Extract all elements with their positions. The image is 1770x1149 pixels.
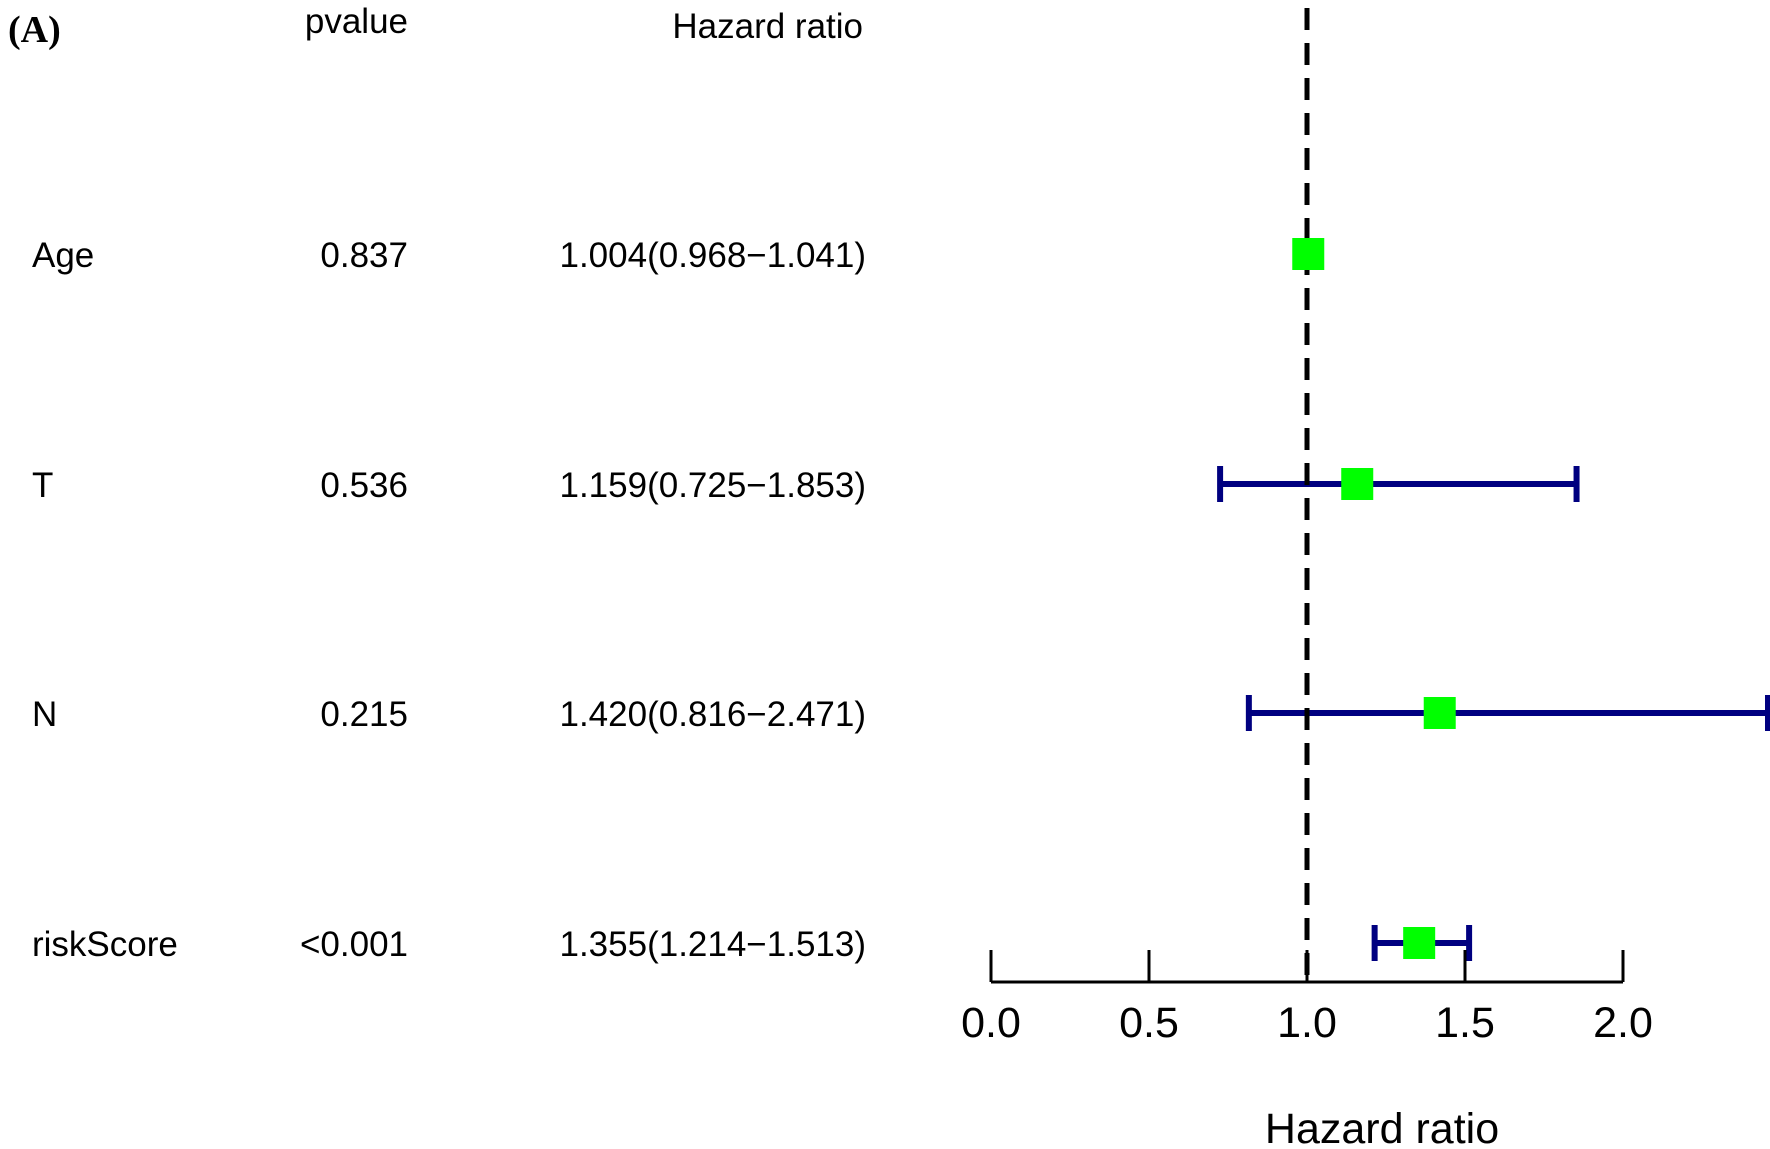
pvalue-value: 0.215 (320, 695, 408, 734)
pvalue-value: 0.536 (320, 466, 408, 505)
x-tick-label: 1.5 (1435, 999, 1495, 1047)
confidence-interval (1245, 695, 1770, 731)
x-axis: 0.0 0.5 1.0 1.5 2.0 (961, 950, 1653, 1047)
table-row: riskScore <0.001 1.355(1.214−1.513) (32, 925, 866, 964)
pvalue-column-header: pvalue (305, 2, 408, 41)
variable-label: N (32, 695, 57, 734)
estimate-points (1292, 238, 1456, 959)
variable-label: T (32, 466, 53, 505)
x-tick-label: 2.0 (1593, 999, 1653, 1047)
variable-label: riskScore (32, 925, 178, 964)
table-row: N 0.215 1.420(0.816−2.471) (32, 695, 866, 734)
hazard-ratio-value: 1.159(0.725−1.853) (559, 466, 866, 505)
hazard-ratio-point (1341, 468, 1374, 500)
hazard-ratio-point (1292, 238, 1325, 270)
hazard-ratio-point (1403, 927, 1436, 959)
x-tick-label: 0.0 (961, 999, 1021, 1047)
table-rows: Age 0.837 1.004(0.968−1.041) T 0.536 1.1… (32, 236, 866, 964)
x-tick-label: 0.5 (1119, 999, 1179, 1047)
confidence-intervals (1217, 466, 1770, 961)
hazard-ratio-point (1423, 697, 1456, 729)
hazard-ratio-value: 1.355(1.214−1.513) (559, 925, 866, 964)
x-tick-label: 1.0 (1277, 999, 1337, 1047)
table-row: Age 0.837 1.004(0.968−1.041) (32, 236, 866, 275)
hazard-ratio-value: 1.004(0.968−1.041) (559, 236, 866, 275)
hazard-ratio-value: 1.420(0.816−2.471) (559, 695, 866, 734)
table-row: T 0.536 1.159(0.725−1.853) (32, 466, 866, 505)
hazard-ratio-column-header: Hazard ratio (672, 7, 863, 46)
pvalue-value: <0.001 (300, 925, 408, 964)
variable-label: Age (32, 236, 94, 275)
pvalue-value: 0.837 (320, 236, 408, 275)
x-axis-label: Hazard ratio (1265, 1105, 1499, 1149)
confidence-interval (1217, 466, 1580, 502)
panel-label: (A) (8, 9, 61, 51)
